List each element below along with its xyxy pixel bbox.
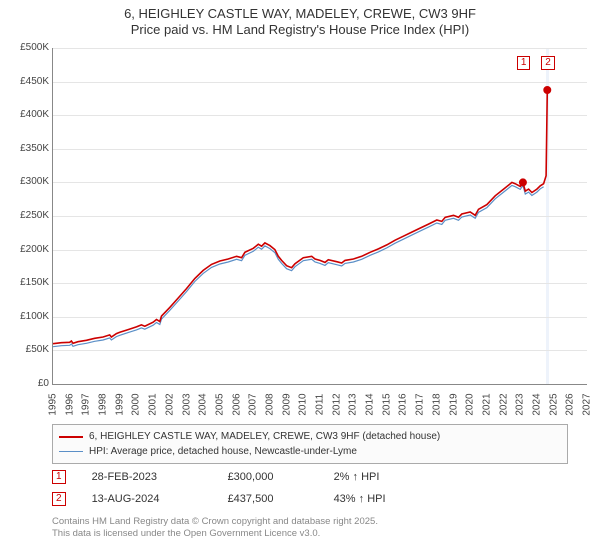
- x-axis-label: 2016: [398, 391, 409, 419]
- y-axis-label: £100K: [9, 311, 49, 322]
- annotation-price: £300,000: [228, 466, 308, 488]
- x-axis-label: 2013: [348, 391, 359, 419]
- x-axis-label: 1996: [64, 391, 75, 419]
- plot-area: £0£50K£100K£150K£200K£250K£300K£350K£400…: [52, 48, 587, 385]
- annotation-date: 13-AUG-2024: [92, 488, 202, 510]
- x-axis-label: 2003: [181, 391, 192, 419]
- footer-line-1: Contains HM Land Registry data © Crown c…: [52, 516, 568, 528]
- y-axis-label: £400K: [9, 109, 49, 120]
- series-svg: [53, 48, 587, 384]
- price-marker-dot: [544, 87, 551, 94]
- x-axis-label: 2010: [298, 391, 309, 419]
- series-line: [53, 185, 544, 346]
- x-axis-label: 2018: [431, 391, 442, 419]
- x-axis-label: 2007: [248, 391, 259, 419]
- annotation-row: 1 28-FEB-2023 £300,000 2% ↑ HPI: [52, 466, 568, 488]
- x-axis-label: 1998: [98, 391, 109, 419]
- y-axis-label: £350K: [9, 143, 49, 154]
- annotation-index: 1: [52, 470, 66, 484]
- x-axis-label: 2001: [148, 391, 159, 419]
- x-axis-label: 2012: [331, 391, 342, 419]
- legend-swatch: [59, 451, 83, 452]
- title-line-1: 6, HEIGHLEY CASTLE WAY, MADELEY, CREWE, …: [0, 6, 600, 22]
- x-axis-label: 2022: [498, 391, 509, 419]
- annotation-row: 2 13-AUG-2024 £437,500 43% ↑ HPI: [52, 488, 568, 510]
- y-axis-label: £50K: [9, 344, 49, 355]
- annotation-date: 28-FEB-2023: [92, 466, 202, 488]
- title-block: 6, HEIGHLEY CASTLE WAY, MADELEY, CREWE, …: [0, 0, 600, 39]
- x-axis-label: 2017: [415, 391, 426, 419]
- legend-swatch: [59, 436, 83, 438]
- x-axis-label: 2009: [281, 391, 292, 419]
- x-axis-label: 2006: [231, 391, 242, 419]
- chart-area: £0 £50K £100K £150K £200K £250K £300K £350K £400…: [8, 44, 592, 414]
- legend-item: 6, HEIGHLEY CASTLE WAY, MADELEY, CREWE, …: [59, 429, 561, 444]
- y-axis-label: £250K: [9, 210, 49, 221]
- legend: 6, HEIGHLEY CASTLE WAY, MADELEY, CREWE, …: [52, 424, 568, 464]
- chart-container: 6, HEIGHLEY CASTLE WAY, MADELEY, CREWE, …: [0, 0, 600, 560]
- y-axis-label: £200K: [9, 244, 49, 255]
- y-axis-label: £0: [9, 378, 49, 389]
- x-axis-label: 2002: [164, 391, 175, 419]
- annotations: 1 28-FEB-2023 £300,000 2% ↑ HPI 2 13-AUG-2024…: [52, 466, 568, 510]
- y-axis-label: £300K: [9, 176, 49, 187]
- annotation-pct: 2% ↑ HPI: [334, 466, 434, 488]
- x-axis-label: 2019: [448, 391, 459, 419]
- title-line-2: Price paid vs. HM Land Registry's House …: [0, 22, 600, 38]
- footer-line-2: This data is licensed under the Open Gov…: [52, 528, 568, 540]
- y-axis-label: £500K: [9, 42, 49, 53]
- price-marker-dot: [519, 179, 526, 186]
- annotation-price: £437,500: [228, 488, 308, 510]
- annotation-index: 2: [52, 492, 66, 506]
- y-axis-label: £450K: [9, 76, 49, 87]
- x-axis-label: 1995: [48, 391, 59, 419]
- x-axis-label: 2008: [264, 391, 275, 419]
- x-axis-label: 2004: [198, 391, 209, 419]
- legend-label: HPI: Average price, detached house, Newc…: [89, 444, 357, 459]
- x-axis-label: 2005: [214, 391, 225, 419]
- x-axis-label: 2021: [481, 391, 492, 419]
- price-marker-label: 1: [517, 56, 531, 70]
- x-axis-label: 2011: [315, 391, 326, 419]
- x-axis-label: 2026: [565, 391, 576, 419]
- annotation-pct: 43% ↑ HPI: [334, 488, 434, 510]
- x-axis-label: 2025: [548, 391, 559, 419]
- legend-label: 6, HEIGHLEY CASTLE WAY, MADELEY, CREWE, …: [89, 429, 440, 444]
- x-axis-label: 2000: [131, 391, 142, 419]
- y-axis-label: £150K: [9, 277, 49, 288]
- price-marker-label: 2: [541, 56, 555, 70]
- x-axis-label: 2024: [531, 391, 542, 419]
- footer: Contains HM Land Registry data © Crown c…: [52, 516, 568, 540]
- x-axis-label: 2014: [365, 391, 376, 419]
- x-axis-label: 2023: [515, 391, 526, 419]
- x-axis-label: 2015: [381, 391, 392, 419]
- x-axis-label: 2020: [465, 391, 476, 419]
- x-axis-label: 1999: [114, 391, 125, 419]
- x-axis-label: 1997: [81, 391, 92, 419]
- legend-item: HPI: Average price, detached house, Newc…: [59, 444, 561, 459]
- x-axis-label: 2027: [582, 391, 593, 419]
